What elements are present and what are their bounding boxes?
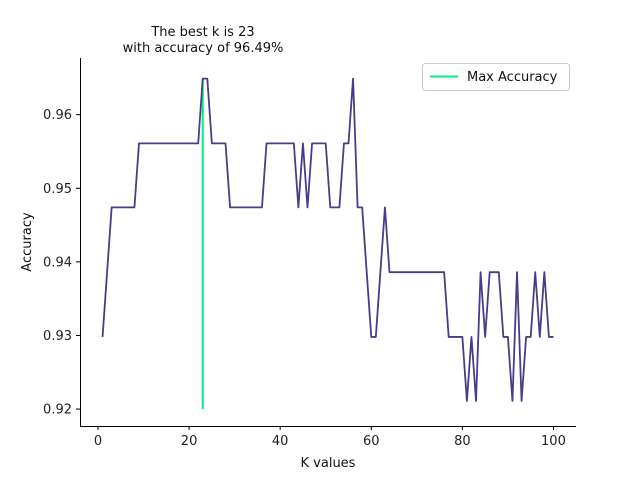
x-axis-label: K values [301, 456, 356, 471]
legend-label-max-accuracy: Max Accuracy [467, 70, 558, 85]
chart-title-line-2: with accuracy of 96.49% [123, 41, 284, 56]
chart-title-line-1: The best k is 23 [150, 25, 254, 40]
x-tick-label: 60 [363, 434, 380, 449]
y-tick-label: 0.96 [43, 108, 72, 123]
accuracy-series-line [101, 77, 554, 402]
y-axis-ticks: 0.92 0.93 0.94 0.95 0.96 [43, 108, 80, 418]
y-tick-label: 0.95 [43, 182, 72, 197]
y-axis-label: Accuracy [20, 212, 35, 272]
y-tick-label: 0.94 [43, 255, 72, 270]
legend: Max Accuracy [422, 63, 570, 91]
legend-box [422, 63, 570, 91]
x-tick-label: 0 [94, 434, 102, 449]
series-layer [101, 77, 554, 410]
y-tick-label: 0.93 [43, 329, 72, 344]
x-tick-label: 100 [541, 434, 566, 449]
x-tick-label: 20 [181, 434, 198, 449]
y-tick-label: 0.92 [43, 403, 72, 418]
x-tick-label: 80 [454, 434, 471, 449]
x-tick-label: 40 [272, 434, 289, 449]
